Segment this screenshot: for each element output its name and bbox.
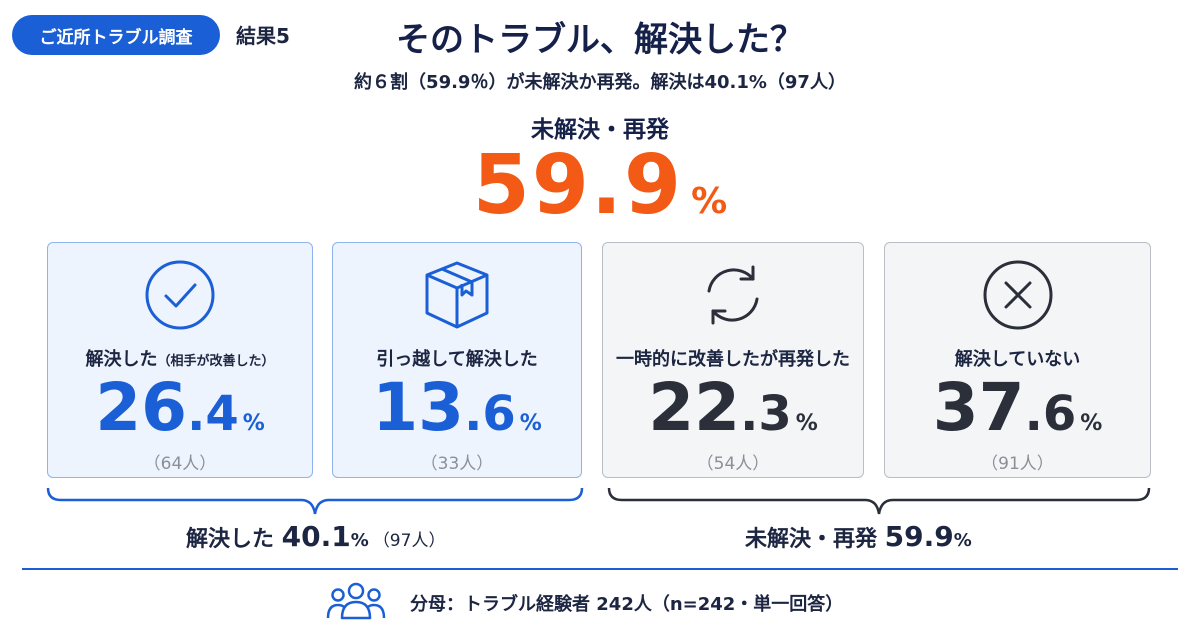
card-label-main: 解決した — [85, 349, 158, 370]
value-unit: % — [519, 411, 542, 436]
value-int: 26 — [95, 369, 188, 446]
value-int: 37 — [932, 369, 1025, 446]
card-count: （54人） — [696, 454, 770, 474]
card-label-main: 解決していない — [954, 349, 1081, 370]
result-number: 結果5 — [236, 24, 290, 48]
card-label: 解決していない — [885, 345, 1150, 371]
card-value: 26.4% — [48, 369, 312, 446]
summary-unresolved-value: 59.9 — [884, 520, 954, 553]
card-value: 13.6% — [333, 369, 581, 446]
hero-number: 59.9 — [472, 138, 684, 233]
footer-divider — [22, 568, 1178, 570]
people-group-icon — [326, 582, 386, 620]
card-count: （91人） — [981, 454, 1054, 474]
summary-resolved-value: 40.1 — [281, 520, 351, 553]
value-dec: .3 — [740, 386, 792, 442]
card-value: 37.6% — [885, 369, 1150, 446]
summary-resolved-count: （97人） — [372, 531, 446, 551]
survey-tag: ご近所トラブル調査 — [12, 15, 220, 55]
page-title: そのトラブル、解決した？ — [396, 20, 804, 60]
value-unit: % — [242, 411, 265, 436]
card-count: （33人） — [420, 454, 494, 474]
value-unit: % — [1080, 411, 1103, 436]
value-dec: .4 — [187, 386, 239, 442]
card-label-main: 引っ越して解決した — [376, 349, 538, 370]
card-resolved-moved: 引っ越して解決した 13.6% （33人） — [332, 242, 582, 478]
footer-note: 分母：トラブル経験者 242人（n=242・単一回答） — [410, 594, 844, 615]
summary-resolved-label: 解決した — [186, 527, 282, 552]
card-value: 22.3% — [603, 369, 863, 446]
page-subtitle: 約６割（59.9％）が未解決か再発。解決は40.1%（97人） — [354, 72, 846, 93]
value-dec: .6 — [1024, 386, 1077, 442]
brace-resolved — [46, 487, 584, 515]
card-label: 一時的に改善したが再発した — [603, 345, 863, 371]
card-recurred: 一時的に改善したが再発した 22.3% （54人） — [602, 242, 864, 478]
summary-unresolved-unit: % — [953, 530, 972, 551]
card-label: 引っ越して解決した — [333, 345, 581, 371]
card-unresolved: 解決していない 37.6% （91人） — [884, 242, 1151, 478]
value-int: 13 — [372, 369, 465, 446]
value-unit: % — [795, 411, 818, 436]
check-circle-icon — [140, 255, 220, 335]
x-circle-icon — [978, 255, 1058, 335]
card-resolved-improved: 解決した（相手が改善した） 26.4% （64人） — [47, 242, 313, 478]
survey-tag-label: ご近所トラブル調査 — [39, 27, 193, 48]
card-count: （64人） — [143, 454, 217, 474]
summary-resolved-unit: % — [350, 530, 369, 551]
summary-unresolved: 未解決・再発 59.9% — [745, 520, 972, 553]
card-label-main: 一時的に改善したが再発した — [616, 349, 850, 370]
hero-label: 未解決・再発 — [531, 117, 669, 143]
hero-value: 59.9% — [0, 138, 1200, 233]
card-label: 解決した（相手が改善した） — [48, 345, 312, 371]
summary-unresolved-label: 未解決・再発 — [745, 527, 885, 552]
value-dec: .6 — [464, 386, 516, 442]
hero-unit: % — [691, 181, 728, 222]
summary-resolved: 解決した 40.1% （97人） — [186, 520, 445, 553]
card-label-sub: （相手が改善した） — [157, 354, 275, 369]
value-int: 22 — [648, 369, 741, 446]
refresh-icon — [693, 255, 773, 335]
brace-unresolved — [607, 487, 1151, 515]
box-icon — [417, 255, 497, 335]
